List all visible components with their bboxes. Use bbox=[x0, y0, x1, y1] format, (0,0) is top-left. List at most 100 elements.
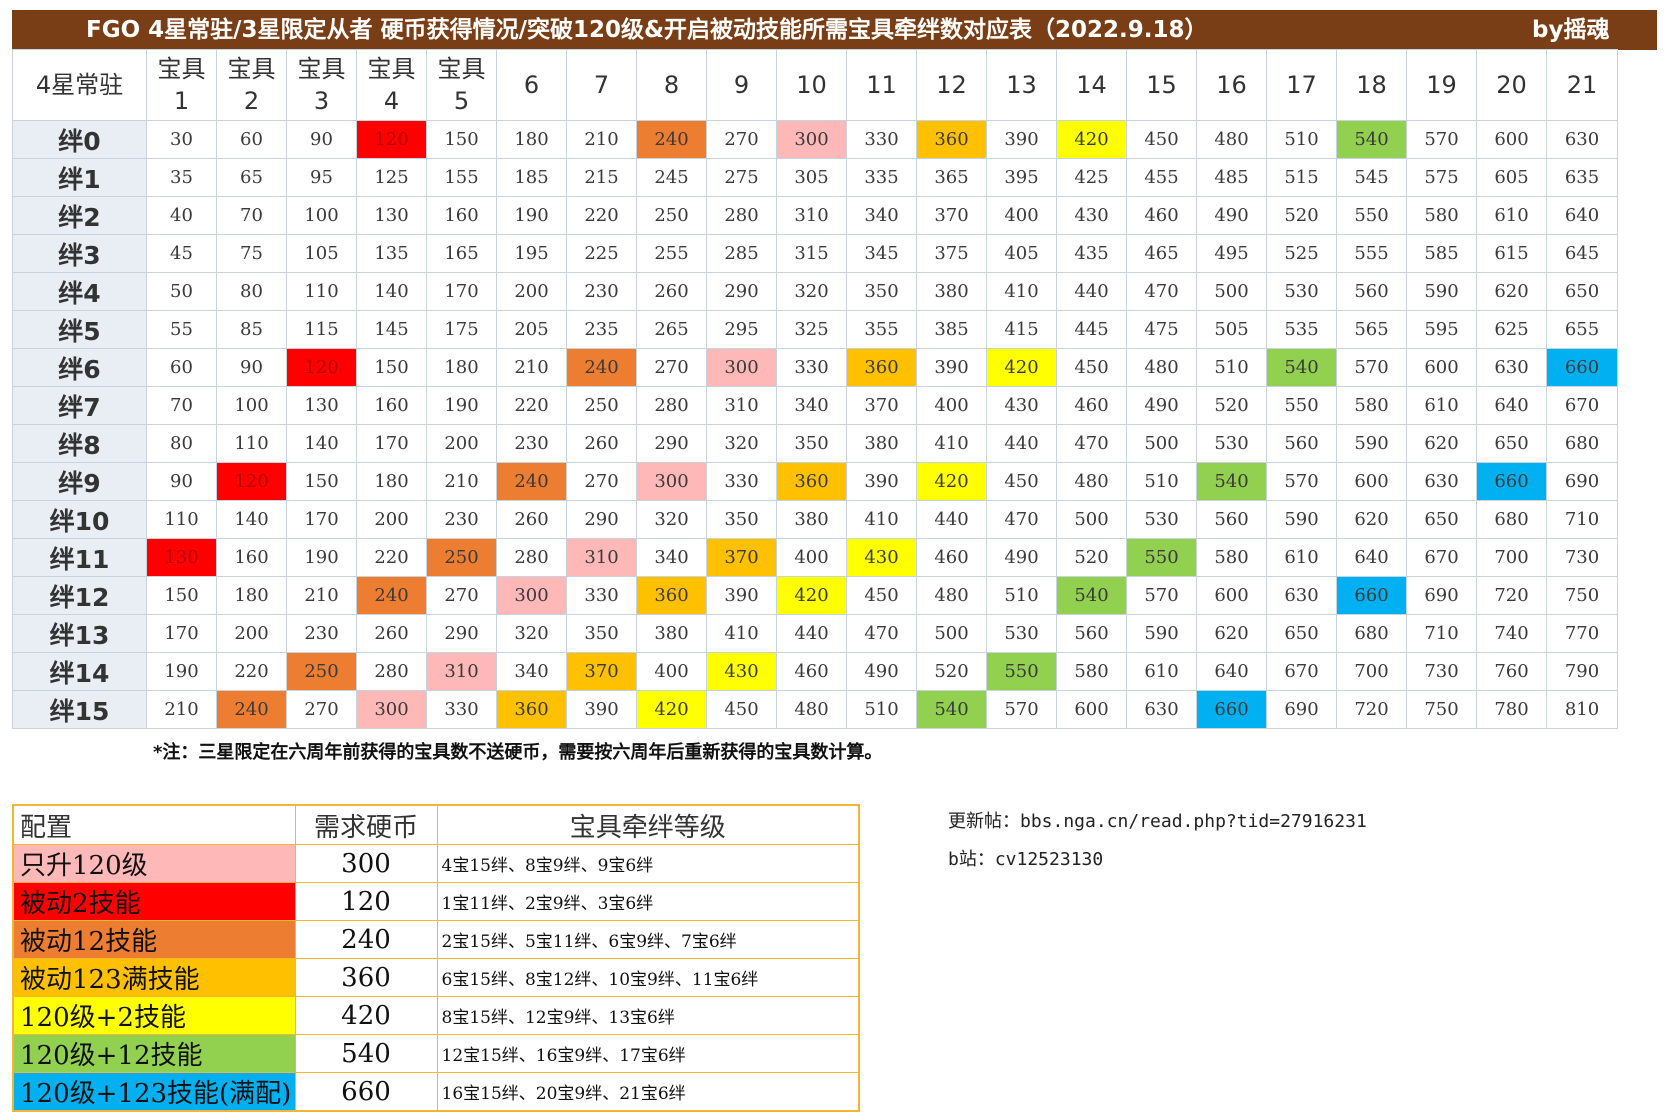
coin-cell: 180 bbox=[356, 462, 427, 501]
legend-config: 被动2技能 bbox=[12, 882, 296, 921]
coin-cell: 580 bbox=[1336, 386, 1407, 425]
np-header-14: 14 bbox=[1056, 49, 1127, 121]
table-row: 绊14 190 220 250 280 310 340 370 400 430 460 490 520 5… bbox=[12, 652, 1618, 691]
coin-cell: 120 bbox=[356, 120, 427, 159]
np-header-10: 10 bbox=[776, 49, 847, 121]
coin-cell: 360 bbox=[776, 462, 847, 501]
np-header-12: 12 bbox=[916, 49, 987, 121]
coin-cell: 510 bbox=[1126, 462, 1197, 501]
coin-cell: 90 bbox=[286, 120, 357, 159]
coin-cell: 505 bbox=[1196, 310, 1267, 349]
coin-cell: 525 bbox=[1266, 234, 1337, 273]
coin-cell: 340 bbox=[636, 538, 707, 577]
coin-cell: 170 bbox=[146, 614, 217, 653]
coin-cell: 460 bbox=[1056, 386, 1127, 425]
coin-cell: 650 bbox=[1476, 424, 1547, 463]
coin-cell: 150 bbox=[286, 462, 357, 501]
coin-cell: 530 bbox=[1266, 272, 1337, 311]
coin-cell: 710 bbox=[1406, 614, 1477, 653]
coin-cell: 360 bbox=[916, 120, 987, 159]
coin-cell: 540 bbox=[1336, 120, 1407, 159]
coin-cell: 240 bbox=[216, 690, 287, 729]
coin-cell: 45 bbox=[146, 234, 217, 273]
coin-cell: 590 bbox=[1406, 272, 1477, 311]
coin-cell: 130 bbox=[356, 196, 427, 235]
coin-cell: 540 bbox=[916, 690, 987, 729]
coin-cell: 320 bbox=[776, 272, 847, 311]
coin-cell: 305 bbox=[776, 158, 847, 197]
legend-levels: 2宝15绊、5宝11绊、6宝9绊、7宝6绊 bbox=[436, 920, 860, 959]
coin-cell: 430 bbox=[986, 386, 1057, 425]
coin-cell: 530 bbox=[1196, 424, 1267, 463]
table-row: 绊9 90 120 150 180 210 240 270 300 330 360 390 420 450… bbox=[12, 462, 1618, 501]
coin-cell: 690 bbox=[1546, 462, 1618, 501]
coin-cell: 295 bbox=[706, 310, 777, 349]
coin-cell: 140 bbox=[356, 272, 427, 311]
coin-cell: 380 bbox=[846, 424, 917, 463]
coin-cell: 350 bbox=[706, 500, 777, 539]
coin-cell: 790 bbox=[1546, 652, 1618, 691]
coin-cell: 710 bbox=[1546, 500, 1618, 539]
coin-cell: 285 bbox=[706, 234, 777, 273]
coin-cell: 630 bbox=[1406, 462, 1477, 501]
coin-cell: 380 bbox=[916, 272, 987, 311]
coin-cell: 740 bbox=[1476, 614, 1547, 653]
np-header-11: 11 bbox=[846, 49, 917, 121]
coin-cell: 570 bbox=[986, 690, 1057, 729]
coin-cell: 185 bbox=[496, 158, 567, 197]
coin-cell: 260 bbox=[566, 424, 637, 463]
coin-cell: 370 bbox=[706, 538, 777, 577]
update-post-link[interactable]: 更新帖：bbs.nga.cn/read.php?tid=27916231 bbox=[948, 811, 1367, 832]
coin-cell: 120 bbox=[286, 348, 357, 387]
np-header-19: 19 bbox=[1406, 49, 1477, 121]
coin-cell: 100 bbox=[286, 196, 357, 235]
coin-cell: 245 bbox=[636, 158, 707, 197]
legend-config: 只升120级 bbox=[12, 844, 296, 883]
coin-cell: 210 bbox=[286, 576, 357, 615]
coin-cell: 600 bbox=[1336, 462, 1407, 501]
header-row: 4星常驻 宝具 1 宝具 2 宝具 3 宝具 4 宝具 5 6 7 8 9 10 11 12 13 14 15… bbox=[12, 49, 1618, 121]
coin-cell: 430 bbox=[846, 538, 917, 577]
coin-cell: 480 bbox=[1056, 462, 1127, 501]
coin-cell: 390 bbox=[706, 576, 777, 615]
coin-cell: 330 bbox=[566, 576, 637, 615]
coin-cell: 420 bbox=[916, 462, 987, 501]
coin-cell: 230 bbox=[496, 424, 567, 463]
coin-cell: 455 bbox=[1126, 158, 1197, 197]
coin-cell: 290 bbox=[706, 272, 777, 311]
coin-cell: 720 bbox=[1336, 690, 1407, 729]
coin-cell: 570 bbox=[1126, 576, 1197, 615]
coin-cell: 60 bbox=[146, 348, 217, 387]
coin-cell: 440 bbox=[916, 500, 987, 539]
coin-cell: 510 bbox=[986, 576, 1057, 615]
coin-cell: 590 bbox=[1336, 424, 1407, 463]
coin-cell: 450 bbox=[1126, 120, 1197, 159]
legend-config: 被动12技能 bbox=[12, 920, 296, 959]
coin-cell: 340 bbox=[846, 196, 917, 235]
coin-cell: 570 bbox=[1266, 462, 1337, 501]
coin-cell: 165 bbox=[426, 234, 497, 273]
coin-cell: 65 bbox=[216, 158, 287, 197]
coin-cell: 310 bbox=[566, 538, 637, 577]
coin-cell: 280 bbox=[636, 386, 707, 425]
legend-levels: 4宝15绊、8宝9绊、9宝6绊 bbox=[436, 844, 860, 883]
coin-cell: 520 bbox=[1056, 538, 1127, 577]
coin-cell: 270 bbox=[426, 576, 497, 615]
coin-cell: 495 bbox=[1196, 234, 1267, 273]
legend-config: 120级+12技能 bbox=[12, 1034, 296, 1073]
coin-cell: 375 bbox=[916, 234, 987, 273]
coin-cell: 420 bbox=[1056, 120, 1127, 159]
coin-cell: 620 bbox=[1196, 614, 1267, 653]
coin-cell: 370 bbox=[846, 386, 917, 425]
coin-cell: 550 bbox=[1126, 538, 1197, 577]
table-row: 绊5 55 85 115 145 175 205 235 265 295 325 355 385 415 4… bbox=[12, 310, 1618, 349]
coin-cell: 385 bbox=[916, 310, 987, 349]
coin-cell: 125 bbox=[356, 158, 427, 197]
coin-cell: 345 bbox=[846, 234, 917, 273]
coin-cell: 440 bbox=[986, 424, 1057, 463]
coin-cell: 150 bbox=[426, 120, 497, 159]
coin-cell: 180 bbox=[216, 576, 287, 615]
coin-cell: 275 bbox=[706, 158, 777, 197]
coin-cell: 155 bbox=[426, 158, 497, 197]
coin-cell: 130 bbox=[146, 538, 217, 577]
